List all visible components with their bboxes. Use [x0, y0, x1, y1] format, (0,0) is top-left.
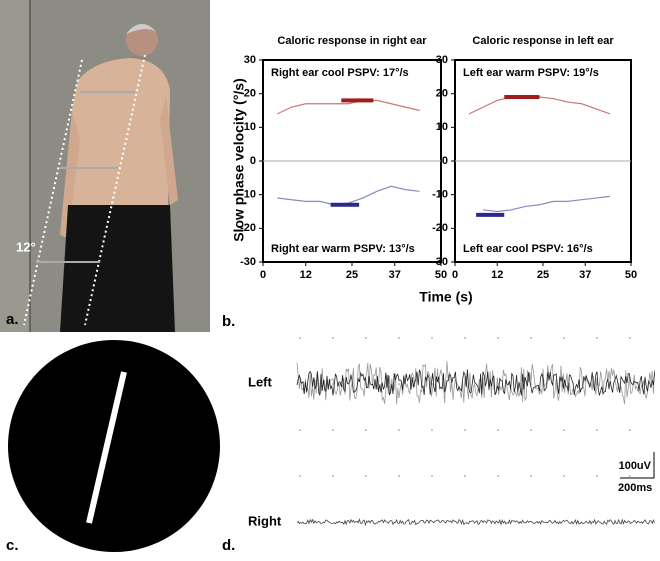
- trace: [277, 185, 420, 206]
- x-tick-label: 50: [625, 269, 637, 281]
- grid-dot: [365, 337, 367, 339]
- y-tick-label: 20: [244, 88, 256, 100]
- x-tick-label: 37: [389, 269, 401, 281]
- x-tick-label: 12: [300, 269, 312, 281]
- y-tick-label: 20: [436, 88, 448, 100]
- panel-label: b.: [222, 313, 235, 330]
- y-tick-label: 0: [442, 155, 448, 167]
- grid-dot: [596, 337, 598, 339]
- x-tick-label: 0: [260, 269, 266, 281]
- y-tick-label: 10: [244, 121, 256, 133]
- grid-dot: [563, 337, 565, 339]
- y-tick-label: -20: [240, 222, 256, 234]
- trace: [483, 195, 610, 213]
- trace: [468, 96, 611, 115]
- annotation: Left ear warm PSPV: 19°/s: [463, 67, 599, 79]
- scale-time: 200ms: [618, 482, 652, 494]
- grid-dot: [299, 475, 301, 477]
- grid-dot: [530, 337, 532, 339]
- grid-dot: [563, 429, 565, 431]
- x-tick-label: 37: [579, 269, 591, 281]
- panel-label: d.: [222, 537, 235, 554]
- photo: 12° a.: [0, 0, 210, 332]
- grid-dot: [464, 429, 466, 431]
- y-tick-label: 10: [436, 121, 448, 133]
- grid-dot: [596, 429, 598, 431]
- y-tick-label: -10: [240, 189, 256, 201]
- pspv-bar: [330, 202, 360, 207]
- x-tick-label: 25: [537, 269, 549, 281]
- grid-dot: [530, 475, 532, 477]
- grid-dot: [398, 475, 400, 477]
- grid-dot: [398, 337, 400, 339]
- grid-dot: [398, 383, 400, 385]
- grid-dot: [299, 337, 301, 339]
- trace: [276, 99, 420, 115]
- grid-dot: [332, 429, 334, 431]
- pspv-bar: [504, 95, 540, 100]
- y-tick-label: 30: [244, 54, 256, 66]
- pspv-bar: [476, 212, 505, 217]
- x-tick-label: 25: [346, 269, 358, 281]
- grid-dot: [431, 337, 433, 339]
- grid-dot: [464, 475, 466, 477]
- grid-dot: [563, 475, 565, 477]
- y-tick-label: 0: [250, 155, 256, 167]
- y-axis-label: Slow phase velocity (°/s): [231, 78, 247, 242]
- grid-dot: [464, 337, 466, 339]
- grid-dot: [497, 337, 499, 339]
- x-tick-label: 12: [491, 269, 503, 281]
- scale-amplitude: 100uV: [619, 460, 652, 472]
- grid-dot: [365, 429, 367, 431]
- annotation: Right ear cool PSPV: 17°/s: [271, 67, 409, 79]
- channel-label: Left: [248, 374, 273, 389]
- panel-label: a.: [6, 311, 19, 328]
- grid-dot: [497, 475, 499, 477]
- chart-title: Caloric response in left ear: [472, 35, 614, 47]
- y-tick-label: -20: [432, 222, 448, 234]
- grid-dot: [431, 475, 433, 477]
- y-tick-label: -30: [432, 256, 448, 268]
- grid-dot: [629, 429, 631, 431]
- annotation: Left ear cool PSPV: 16°/s: [463, 243, 593, 255]
- grid-dot: [629, 337, 631, 339]
- grid-dot: [365, 475, 367, 477]
- channel-label: Right: [248, 513, 282, 528]
- chart-title: Caloric response in right ear: [277, 35, 427, 47]
- grid-dot: [332, 475, 334, 477]
- grid-dot: [596, 475, 598, 477]
- panel-label: c.: [6, 537, 19, 554]
- y-tick-label: -10: [432, 189, 448, 201]
- eeg-trace: [296, 369, 655, 396]
- x-tick-label: 50: [435, 269, 447, 281]
- grid-dot: [398, 429, 400, 431]
- x-tick-label: 0: [452, 269, 458, 281]
- grid-dot: [497, 429, 499, 431]
- grid-dot: [530, 429, 532, 431]
- grid-dot: [629, 475, 631, 477]
- grid-dot: [431, 429, 433, 431]
- eeg-trace: [296, 361, 655, 405]
- x-axis-label: Time (s): [419, 289, 472, 305]
- angle-label: 12°: [16, 239, 36, 254]
- grid-dot: [299, 429, 301, 431]
- eeg: Left Right 100uV 200ms d.: [222, 337, 655, 554]
- y-tick-label: 30: [436, 54, 448, 66]
- grid-dot: [332, 337, 334, 339]
- pspv-bar: [341, 98, 374, 103]
- y-tick-label: -30: [240, 256, 256, 268]
- visual-vertical-test: c.: [6, 340, 220, 554]
- eeg-trace: [296, 518, 655, 527]
- annotation: Right ear warm PSPV: 13°/s: [271, 243, 415, 255]
